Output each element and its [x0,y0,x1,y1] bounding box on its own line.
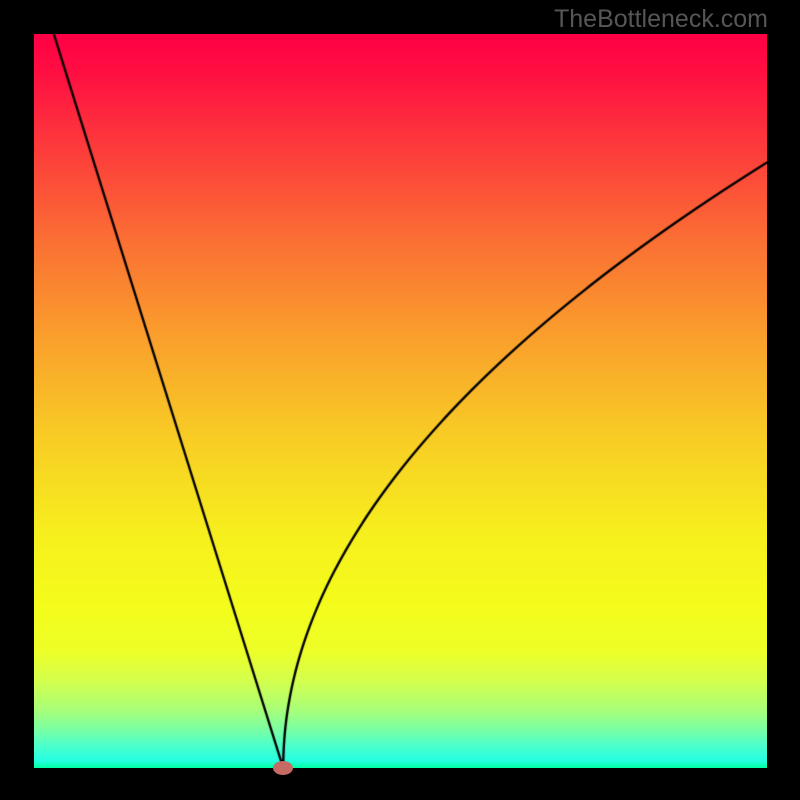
bottleneck-curve [34,34,767,768]
chart-root: TheBottleneck.com [0,0,800,800]
optimum-dot [273,761,293,775]
watermark-text: TheBottleneck.com [554,5,768,34]
plot-area [34,34,767,768]
